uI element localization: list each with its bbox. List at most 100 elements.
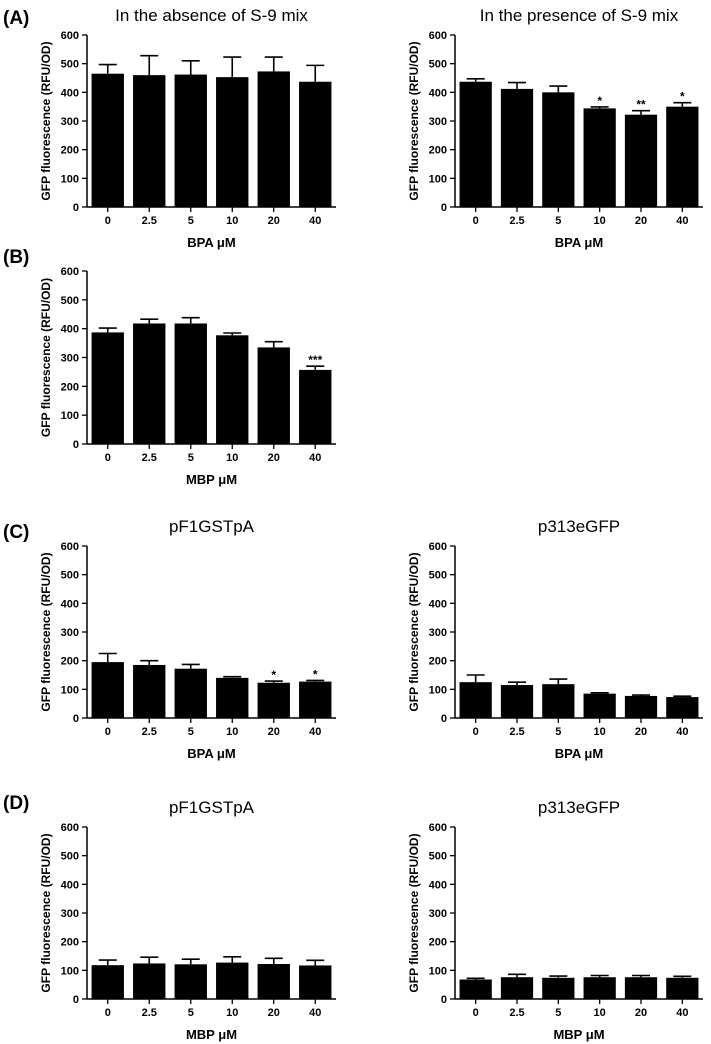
chart-title: p313eGFP bbox=[538, 798, 620, 817]
bar bbox=[216, 77, 249, 207]
x-axis-label: BPA μM bbox=[555, 746, 603, 761]
y-tick-label: 200 bbox=[61, 937, 79, 949]
y-axis-label: GFP fluorescence (RFU/OD) bbox=[407, 833, 421, 992]
y-tick-label: 500 bbox=[61, 851, 79, 863]
bar bbox=[500, 685, 534, 718]
y-tick-label: 100 bbox=[61, 965, 79, 977]
y-tick-label: 400 bbox=[61, 324, 79, 336]
x-axis-label: MBP μM bbox=[186, 472, 237, 487]
y-tick-label: 600 bbox=[61, 30, 79, 42]
bar bbox=[216, 962, 249, 999]
y-tick-label: 0 bbox=[441, 713, 447, 725]
bar bbox=[133, 963, 166, 999]
bar bbox=[500, 88, 534, 207]
y-tick-label: 200 bbox=[61, 145, 79, 157]
chart-title: In the presence of S-9 mix bbox=[480, 6, 679, 25]
y-tick-label: 300 bbox=[61, 627, 79, 639]
bar bbox=[500, 977, 534, 999]
bar bbox=[299, 681, 332, 718]
chart-c-pf1gstpa: pF1GSTpA 0 100 200 300 400 500 600 0 2.5 5 10 20 * 40 *… bbox=[39, 517, 336, 761]
significance-marker: *** bbox=[308, 353, 322, 367]
y-tick-label: 500 bbox=[61, 295, 79, 307]
y-tick-label: 100 bbox=[61, 410, 79, 422]
x-tick-label: 5 bbox=[188, 1007, 194, 1019]
chart-d-pf1gstpa: pF1GSTpA 0 100 200 300 400 500 600 0 2.5 5 10 20 40 MB… bbox=[39, 798, 336, 1042]
y-tick-label: 600 bbox=[429, 30, 447, 42]
bar bbox=[299, 81, 332, 207]
x-axis-label: BPA μM bbox=[187, 746, 235, 761]
x-tick-label: 0 bbox=[473, 1007, 479, 1019]
bar bbox=[91, 73, 124, 207]
x-tick-label: 40 bbox=[309, 726, 321, 738]
bar bbox=[542, 92, 575, 207]
y-tick-label: 0 bbox=[73, 202, 79, 214]
x-tick-label: 5 bbox=[188, 452, 194, 464]
y-tick-label: 400 bbox=[429, 87, 447, 99]
x-axis-label: BPA μM bbox=[187, 235, 235, 250]
x-tick-label: 40 bbox=[309, 1007, 321, 1019]
bar bbox=[583, 693, 616, 718]
y-tick-label: 300 bbox=[61, 116, 79, 128]
x-tick-label: 20 bbox=[635, 215, 647, 227]
x-tick-label: 40 bbox=[309, 452, 321, 464]
bar bbox=[133, 75, 166, 207]
y-tick-label: 100 bbox=[429, 965, 447, 977]
y-tick-label: 300 bbox=[61, 908, 79, 920]
y-axis-label: GFP fluorescence (RFU/OD) bbox=[39, 278, 53, 437]
x-tick-label: 5 bbox=[555, 215, 561, 227]
y-tick-label: 0 bbox=[441, 994, 447, 1006]
y-tick-label: 400 bbox=[61, 598, 79, 610]
y-tick-label: 400 bbox=[429, 879, 447, 891]
y-tick-label: 300 bbox=[429, 116, 447, 128]
y-axis-label: GFP fluorescence (RFU/OD) bbox=[407, 552, 421, 711]
bar bbox=[133, 323, 166, 444]
y-tick-label: 0 bbox=[73, 994, 79, 1006]
y-tick-label: 100 bbox=[61, 684, 79, 696]
x-tick-label: 2.5 bbox=[142, 726, 157, 738]
y-tick-label: 100 bbox=[429, 173, 447, 185]
chart-c-p313egfp: p313eGFP 0 100 200 300 400 500 600 0 2.5 5 10 20 40 BP… bbox=[407, 517, 703, 761]
bar bbox=[299, 369, 332, 444]
y-tick-label: 100 bbox=[61, 173, 79, 185]
y-tick-label: 300 bbox=[429, 627, 447, 639]
bar bbox=[666, 977, 699, 999]
bar bbox=[459, 682, 492, 718]
chart-title: pF1GSTpA bbox=[169, 798, 255, 817]
chart-b-mbp: 0 100 200 300 400 500 600 0 2.5 5 10 20 40 *** MBP μM G… bbox=[39, 266, 336, 487]
bar bbox=[91, 965, 124, 999]
bar bbox=[666, 106, 699, 207]
y-tick-label: 600 bbox=[61, 266, 79, 278]
y-tick-label: 500 bbox=[61, 59, 79, 71]
significance-marker: * bbox=[597, 94, 602, 108]
bar bbox=[624, 695, 658, 718]
chart-title: pF1GSTpA bbox=[169, 517, 255, 536]
y-tick-label: 300 bbox=[61, 353, 79, 365]
y-tick-label: 200 bbox=[429, 656, 447, 668]
x-tick-label: 2.5 bbox=[142, 1007, 157, 1019]
bar bbox=[216, 677, 249, 718]
y-tick-label: 0 bbox=[73, 713, 79, 725]
y-tick-label: 500 bbox=[429, 59, 447, 71]
x-axis-label: BPA μM bbox=[555, 235, 603, 250]
x-tick-label: 0 bbox=[105, 1007, 111, 1019]
significance-marker: * bbox=[680, 90, 685, 104]
x-tick-label: 0 bbox=[105, 452, 111, 464]
x-tick-label: 20 bbox=[268, 452, 280, 464]
bar bbox=[257, 347, 290, 444]
bar bbox=[459, 81, 492, 207]
y-axis-label: GFP fluorescence (RFU/OD) bbox=[407, 41, 421, 200]
bar bbox=[666, 697, 699, 718]
chart-d-p313egfp: p313eGFP 0 100 200 300 400 500 600 0 2.5 5 10 20 40 MB… bbox=[407, 798, 703, 1042]
y-tick-label: 300 bbox=[429, 908, 447, 920]
x-tick-label: 2.5 bbox=[509, 1007, 524, 1019]
y-tick-label: 200 bbox=[429, 145, 447, 157]
panel-label-a: (A) bbox=[3, 8, 29, 29]
x-tick-label: 20 bbox=[268, 215, 280, 227]
y-tick-label: 500 bbox=[61, 570, 79, 582]
panel-label-d: (D) bbox=[3, 793, 29, 814]
x-tick-label: 10 bbox=[594, 726, 606, 738]
significance-marker: * bbox=[313, 667, 318, 681]
x-tick-label: 0 bbox=[105, 726, 111, 738]
x-axis-label: MBP μM bbox=[186, 1027, 237, 1042]
